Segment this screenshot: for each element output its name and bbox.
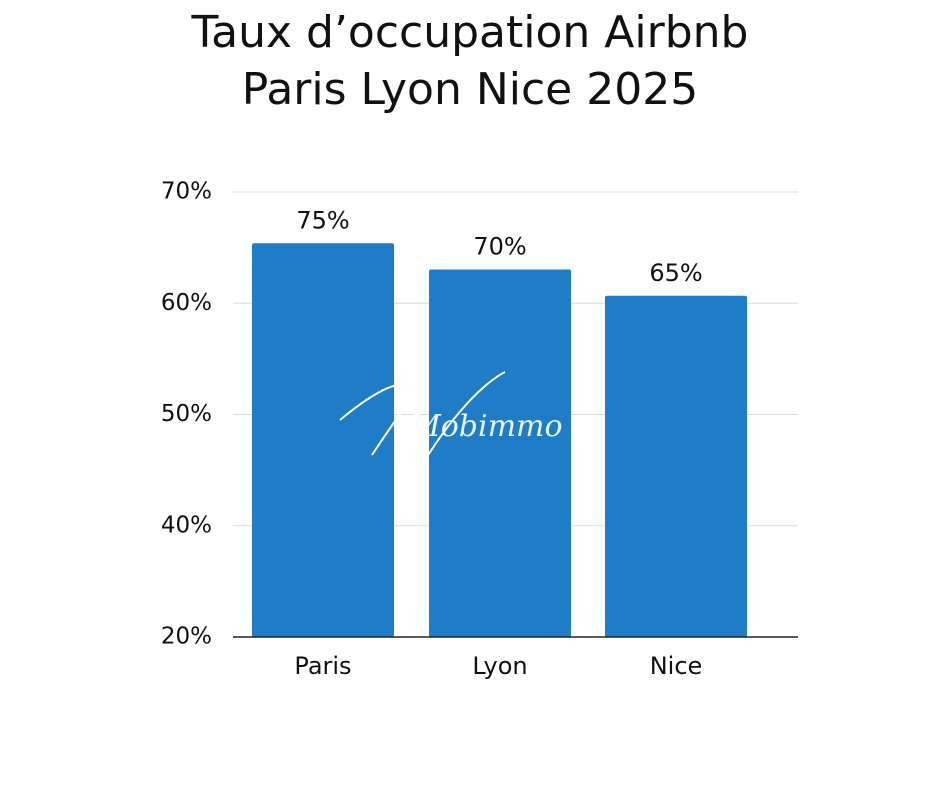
y-tick-label: 50% bbox=[161, 401, 212, 427]
value-label: 70% bbox=[473, 233, 526, 261]
chart-title: Taux d’occupation Airbnb bbox=[191, 7, 749, 58]
x-tick-label: Nice bbox=[650, 652, 703, 680]
x-tick-label: Lyon bbox=[472, 652, 527, 680]
bar bbox=[429, 269, 571, 637]
y-tick-label: 60% bbox=[161, 290, 212, 316]
chart-title: Paris Lyon Nice 2025 bbox=[242, 64, 698, 115]
value-label: 75% bbox=[296, 206, 349, 234]
value-label: 65% bbox=[649, 259, 702, 287]
bar bbox=[252, 243, 394, 637]
bar bbox=[605, 295, 747, 637]
watermark: Mobimmo bbox=[409, 409, 563, 444]
y-tick-label: 20% bbox=[161, 624, 212, 650]
y-tick-label: 40% bbox=[161, 512, 212, 538]
y-tick-label: 70% bbox=[161, 179, 212, 205]
x-tick-label: Paris bbox=[294, 652, 351, 680]
watermark-stroke bbox=[339, 371, 506, 461]
